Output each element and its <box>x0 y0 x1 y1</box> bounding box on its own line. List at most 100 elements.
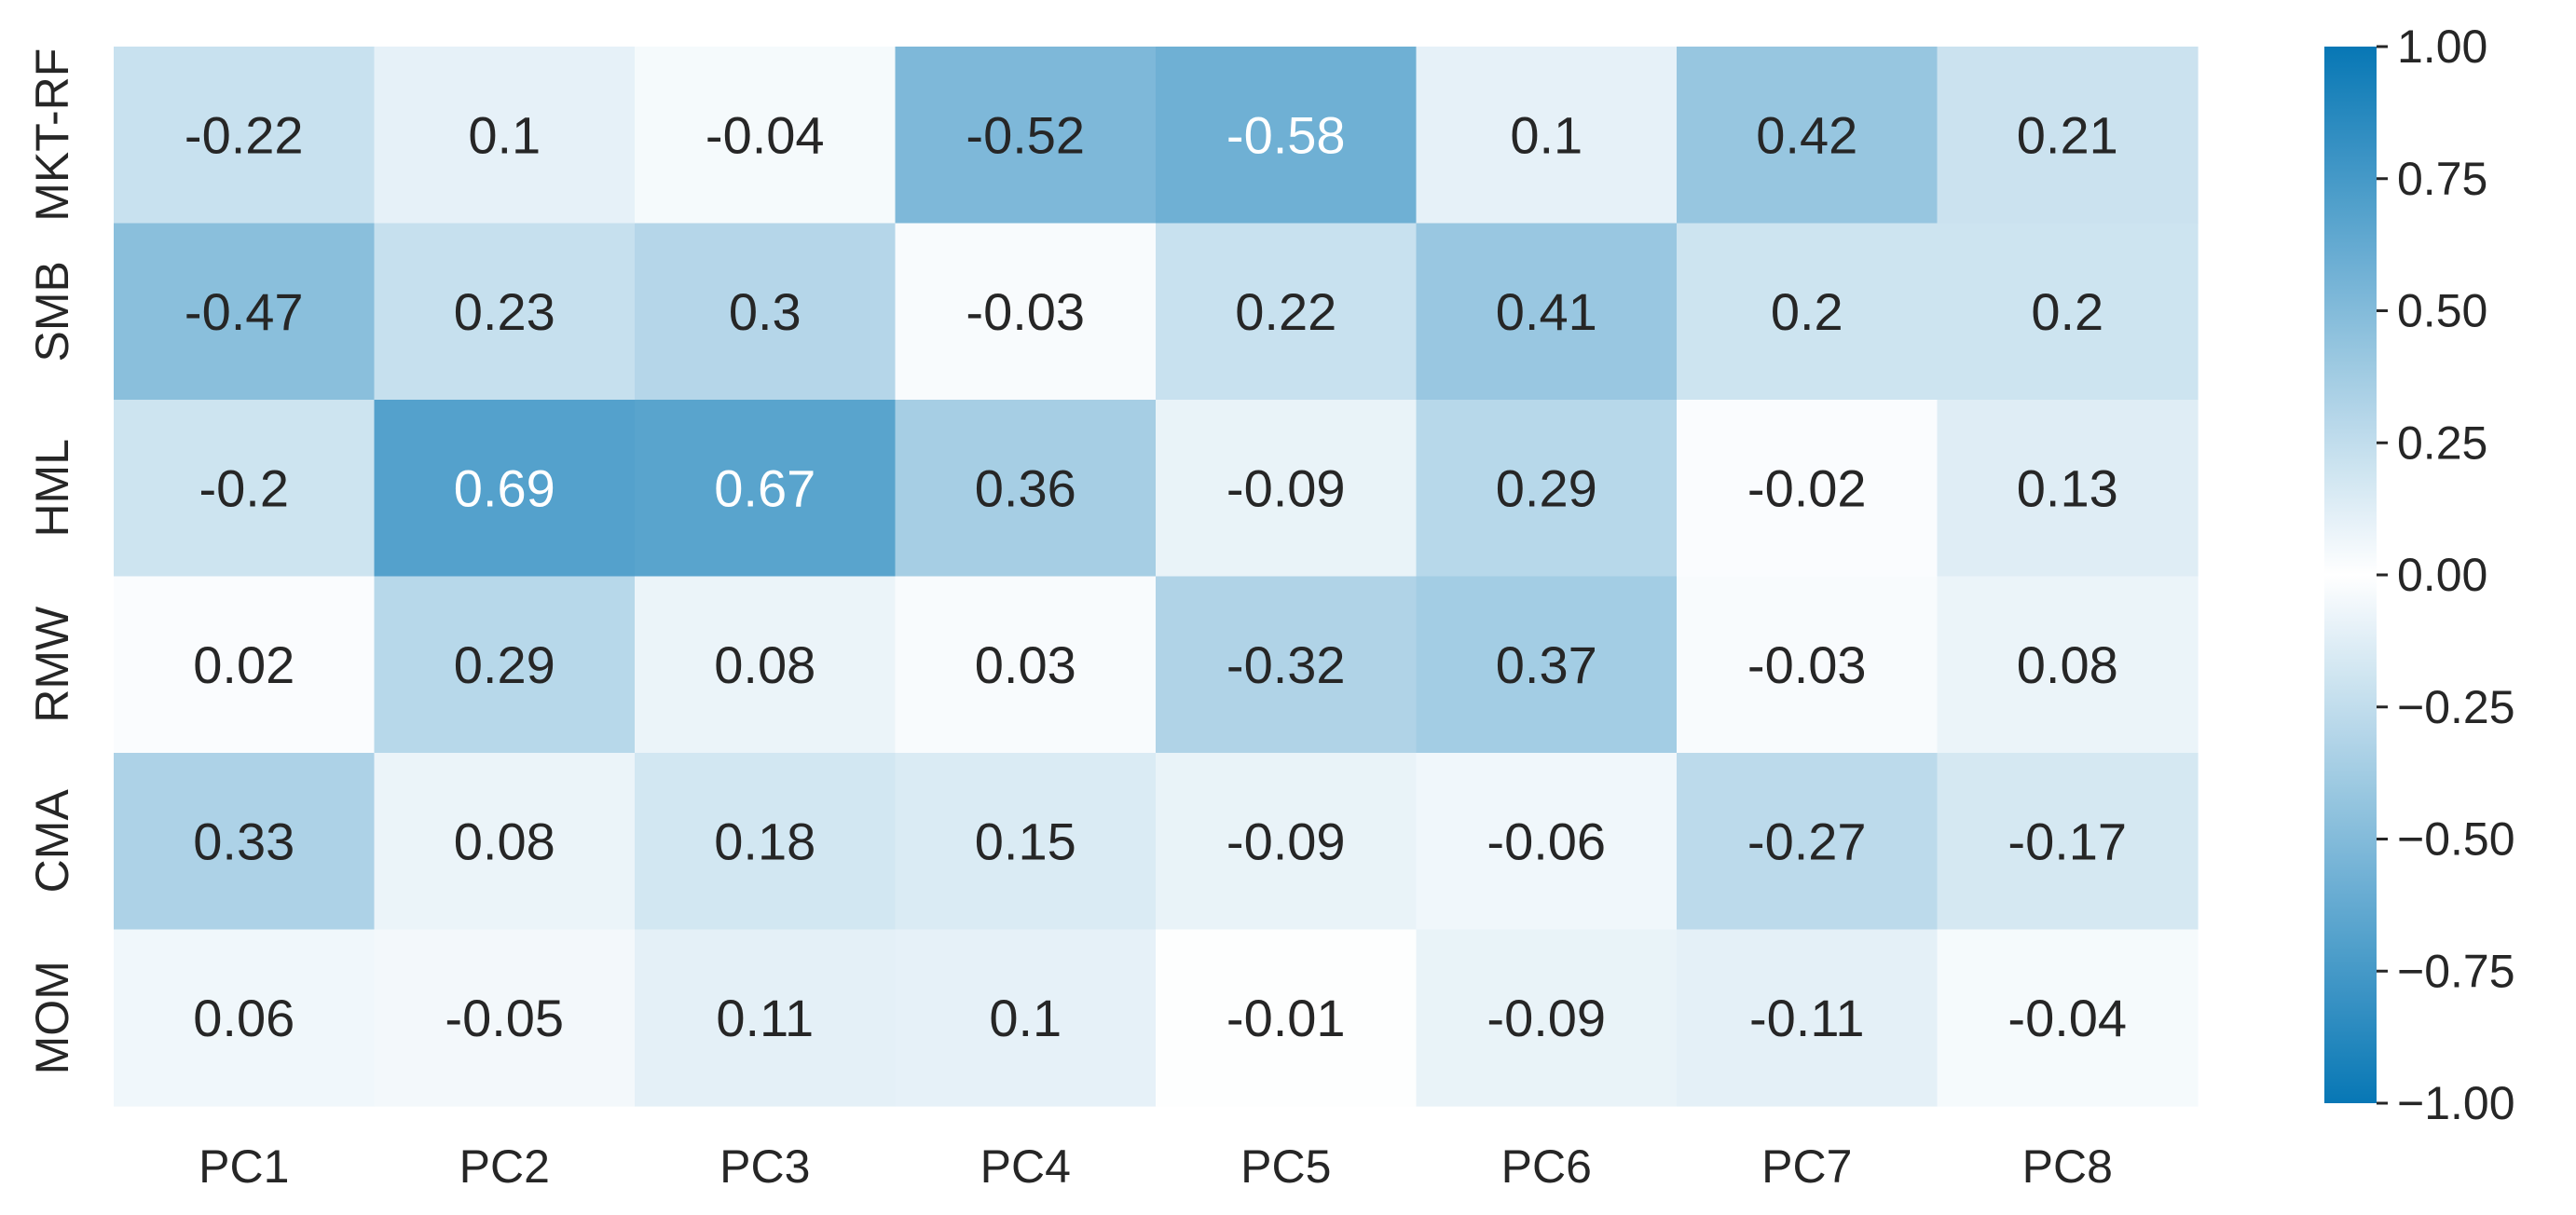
cell-value-label: -0.32 <box>1226 635 1346 694</box>
colorbar-tick-label: 0.25 <box>2397 416 2487 469</box>
heatmap-cell-labels: -0.22 0.1 -0.04 -0.52 -0.58 0.1 0.42 0.21 -0.47 0… <box>185 105 2127 1047</box>
colorbar-tick-label: 1.00 <box>2397 20 2487 73</box>
heatmap-cell <box>635 576 897 754</box>
x-axis-tick-labels: PC1 PC2 PC3 PC4 PC5 PC6 PC7 PC8 <box>199 1140 2113 1193</box>
x-tick-label: PC6 <box>1501 1140 1592 1193</box>
heatmap-cell <box>1677 400 1939 578</box>
cell-value-label: -0.27 <box>1747 812 1867 870</box>
heatmap-cell <box>895 929 1157 1107</box>
heatmap-cells <box>114 47 2199 1107</box>
colorbar: 1.00 0.75 0.50 0.25 0.00 −0.25 −0.50 −0.75 −1.00 <box>2324 20 2515 1129</box>
colorbar-tick-label: 0.50 <box>2397 285 2487 337</box>
heatmap-cell <box>374 223 636 401</box>
heatmap-cell <box>114 400 376 578</box>
heatmap-cell <box>895 223 1157 401</box>
colorbar-gradient <box>2324 47 2377 1103</box>
heatmap-cell <box>1937 576 2199 754</box>
cell-value-label: 0.21 <box>2017 105 2118 164</box>
y-tick-label: MKT-RF <box>26 48 78 222</box>
cell-value-label: -0.11 <box>1749 989 1864 1047</box>
colorbar-tick-label: 0.00 <box>2397 549 2487 601</box>
cell-value-label: 0.41 <box>1496 282 1597 341</box>
cell-value-label: 0.15 <box>975 812 1076 870</box>
y-axis-tick-labels: MKT-RF SMB HML RMW CMA MOM <box>26 48 78 1075</box>
y-tick-label: SMB <box>26 261 78 362</box>
heatmap-cell <box>1156 47 1418 225</box>
cell-value-label: 0.08 <box>454 812 555 870</box>
heatmap-cell <box>635 929 897 1107</box>
y-tick-label: MOM <box>26 961 78 1074</box>
heatmap-cell <box>114 223 376 401</box>
heatmap-cell <box>374 47 636 225</box>
heatmap-cell <box>635 223 897 401</box>
heatmap-cell <box>374 576 636 754</box>
cell-value-label: 0.06 <box>193 989 295 1047</box>
cell-value-label: 0.11 <box>716 989 814 1047</box>
cell-value-label: 0.2 <box>1771 282 1843 341</box>
heatmap-cell <box>635 400 897 578</box>
cell-value-label: -0.05 <box>445 989 564 1047</box>
x-tick-label: PC1 <box>199 1140 289 1193</box>
cell-value-label: 0.29 <box>1496 458 1597 517</box>
heatmap-cell <box>1677 753 1939 931</box>
cell-value-label: 0.23 <box>454 282 555 341</box>
cell-value-label: -0.06 <box>1487 812 1606 870</box>
heatmap-cell <box>374 400 636 578</box>
cell-value-label: 0.1 <box>1510 105 1583 164</box>
cell-value-label: 0.22 <box>1235 282 1336 341</box>
cell-value-label: -0.17 <box>2007 812 2127 870</box>
heatmap-cell <box>1416 223 1678 401</box>
cell-value-label: 0.03 <box>975 635 1076 694</box>
colorbar-tick-label: −0.75 <box>2397 945 2515 997</box>
heatmap-cell <box>1416 576 1678 754</box>
cell-value-label: 0.2 <box>2031 282 2103 341</box>
heatmap-cell <box>1156 400 1418 578</box>
heatmap-cell <box>1937 753 2199 931</box>
cell-value-label: 0.42 <box>1756 105 1857 164</box>
cell-value-label: 0.33 <box>193 812 295 870</box>
heatmap-cell <box>1937 929 2199 1107</box>
heatmap-cell <box>1937 400 2199 578</box>
heatmap-cell <box>114 576 376 754</box>
x-tick-label: PC5 <box>1240 1140 1331 1193</box>
cell-value-label: -0.03 <box>1747 635 1867 694</box>
cell-value-label: 0.1 <box>989 989 1062 1047</box>
cell-value-label: 0.18 <box>714 812 815 870</box>
heatmap-cell <box>1677 929 1939 1107</box>
cell-value-label: 0.02 <box>193 635 295 694</box>
cell-value-label: 0.37 <box>1496 635 1597 694</box>
heatmap-cell <box>114 753 376 931</box>
heatmap-cell <box>114 47 376 225</box>
colorbar-tick-label: −1.00 <box>2397 1077 2515 1129</box>
heatmap-cell <box>895 400 1157 578</box>
cell-value-label: -0.47 <box>185 282 304 341</box>
colorbar-tick-label: −0.25 <box>2397 681 2515 733</box>
cell-value-label: -0.09 <box>1226 812 1346 870</box>
heatmap-cell <box>114 929 376 1107</box>
colorbar-tick-label: −0.50 <box>2397 813 2515 866</box>
cell-value-label: -0.58 <box>1226 105 1346 164</box>
heatmap-cell <box>374 929 636 1107</box>
heatmap-cell <box>374 753 636 931</box>
cell-value-label: -0.03 <box>966 282 1085 341</box>
heatmap-cell <box>1416 47 1678 225</box>
cell-value-label: 0.3 <box>729 282 802 341</box>
heatmap-cell <box>1156 929 1418 1107</box>
heatmap-cell <box>1156 753 1418 931</box>
x-tick-label: PC3 <box>719 1140 810 1193</box>
heatmap-cell <box>1677 223 1939 401</box>
heatmap-cell <box>1156 576 1418 754</box>
cell-value-label: -0.04 <box>2007 989 2127 1047</box>
heatmap-cell <box>1416 400 1678 578</box>
cell-value-label: 0.36 <box>975 458 1076 517</box>
heatmap-cell <box>895 576 1157 754</box>
y-tick-label: HML <box>26 439 78 538</box>
heatmap-cell <box>1937 47 2199 225</box>
cell-value-label: 0.69 <box>454 458 555 517</box>
x-tick-label: PC7 <box>1761 1140 1852 1193</box>
cell-value-label: -0.2 <box>199 458 290 517</box>
heatmap-cell <box>635 753 897 931</box>
heatmap-cell <box>635 47 897 225</box>
cell-value-label: 0.1 <box>468 105 541 164</box>
